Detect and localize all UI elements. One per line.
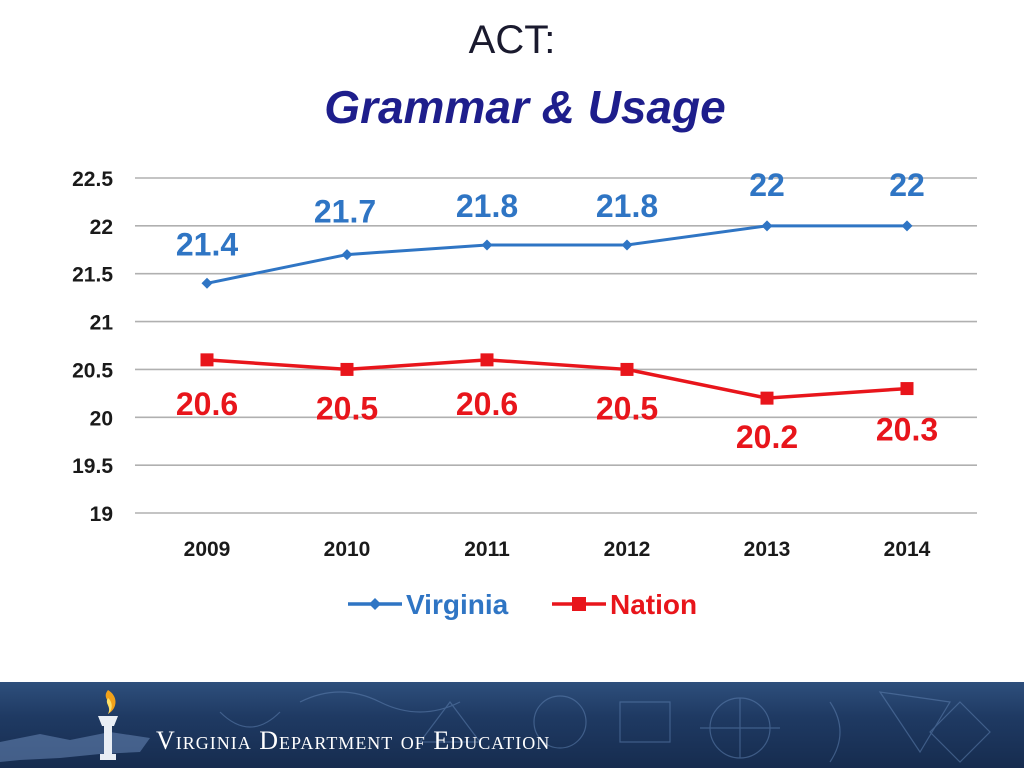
- data-label-virginia: 22: [889, 167, 925, 203]
- y-axis-ticks: 19 19.5 20 20.5 21 21.5 22 22.5: [72, 168, 113, 526]
- y-tick-label: 21.5: [72, 264, 113, 287]
- data-point-virginia: [201, 277, 213, 289]
- data-point-nation: [900, 382, 914, 396]
- data-point-nation: [340, 362, 354, 376]
- x-tick-label: 2014: [884, 538, 931, 561]
- data-labels: 21.4 21.7 21.8 21.8 22 22 20.6 20.5 20.6 20.5 20.2…: [176, 167, 938, 455]
- data-label-nation: 20.6: [456, 386, 518, 422]
- data-label-virginia: 21.8: [456, 188, 518, 224]
- line-chart: 19 19.5 20 20.5 21 21.5 22 22.5 2009 2010 2011 201…: [72, 167, 977, 620]
- x-tick-label: 2009: [184, 538, 231, 561]
- footer-decoration: [0, 691, 991, 763]
- title-subject: Grammar & Usage: [324, 81, 726, 133]
- legend-label-nation: Nation: [610, 589, 697, 620]
- data-label-virginia: 21.4: [176, 226, 238, 262]
- series-line-nation: [206, 358, 908, 400]
- title-act: ACT:: [468, 18, 556, 62]
- footer-banner: Virginia Department of Education: [0, 682, 1024, 768]
- x-axis-ticks: 2009 2010 2011 2012 2013 2014: [184, 538, 931, 561]
- gridlines: [135, 177, 977, 514]
- y-tick-label: 20: [90, 407, 113, 430]
- data-point-virginia: [901, 220, 913, 232]
- x-tick-label: 2011: [464, 538, 510, 561]
- y-tick-label: 19: [90, 503, 113, 526]
- data-point-nation: [200, 353, 214, 367]
- series-line-virginia: [206, 224, 907, 285]
- data-label-virginia: 21.7: [314, 194, 376, 230]
- x-tick-label: 2012: [604, 538, 651, 561]
- data-point-virginia: [341, 249, 353, 261]
- org-name: Virginia Department of Education: [156, 726, 551, 755]
- data-label-nation: 20.5: [596, 390, 658, 426]
- data-point-nation: [480, 353, 494, 367]
- data-point-virginia: [481, 239, 493, 251]
- x-tick-label: 2013: [744, 538, 791, 561]
- y-tick-label: 20.5: [72, 359, 113, 382]
- data-label-nation: 20.2: [736, 419, 798, 455]
- x-tick-label: 2010: [324, 538, 371, 561]
- data-label-virginia: 21.8: [596, 188, 658, 224]
- legend-marker-nation: [572, 597, 586, 611]
- data-point-nation: [760, 391, 774, 405]
- legend: Virginia Nation: [348, 589, 697, 620]
- y-tick-label: 22: [90, 216, 113, 239]
- y-tick-label: 22.5: [72, 168, 113, 191]
- data-label-nation: 20.6: [176, 386, 238, 422]
- series: [200, 220, 914, 405]
- data-label-virginia: 22: [749, 167, 785, 203]
- data-label-nation: 20.5: [316, 390, 378, 426]
- y-tick-label: 19.5: [72, 455, 113, 478]
- torch-icon: [98, 690, 118, 760]
- data-point-nation: [620, 362, 634, 376]
- data-point-virginia: [621, 239, 633, 251]
- data-point-virginia: [761, 220, 773, 232]
- data-label-nation: 20.3: [876, 412, 938, 448]
- legend-marker-virginia: [369, 598, 381, 610]
- legend-label-virginia: Virginia: [406, 589, 509, 620]
- y-tick-label: 21: [90, 312, 114, 335]
